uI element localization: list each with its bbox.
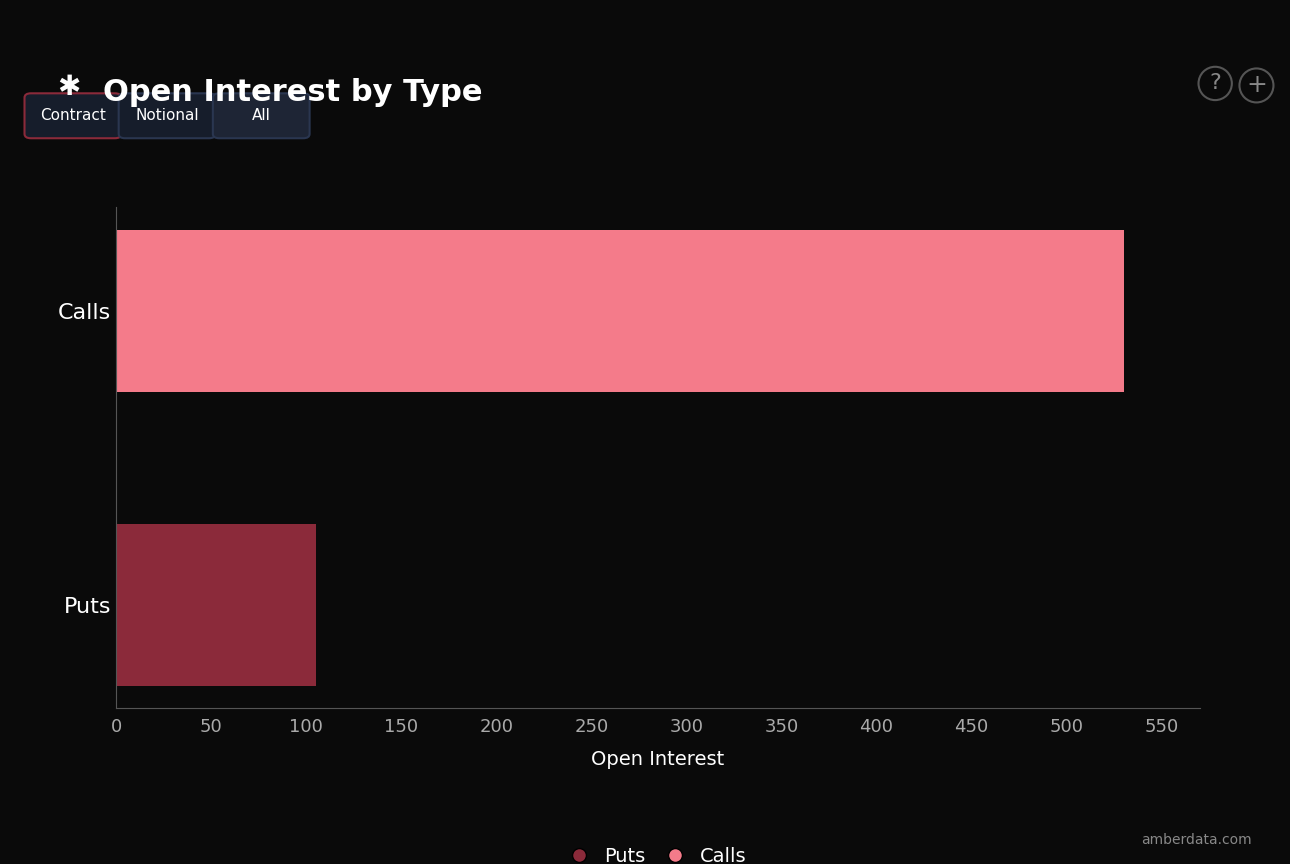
Text: Open Interest by Type: Open Interest by Type xyxy=(103,78,482,107)
Text: Notional: Notional xyxy=(135,108,199,124)
Text: ✱: ✱ xyxy=(57,73,80,101)
Text: All: All xyxy=(252,108,271,124)
Bar xyxy=(116,524,316,686)
Text: ?: ? xyxy=(1209,73,1222,93)
Bar xyxy=(116,230,1124,391)
Text: amberdata.com: amberdata.com xyxy=(1140,833,1251,847)
Legend: Puts, Calls: Puts, Calls xyxy=(561,839,755,864)
X-axis label: Open Interest: Open Interest xyxy=(591,750,725,769)
Text: +: + xyxy=(1246,73,1267,98)
Text: Contract: Contract xyxy=(40,108,106,124)
